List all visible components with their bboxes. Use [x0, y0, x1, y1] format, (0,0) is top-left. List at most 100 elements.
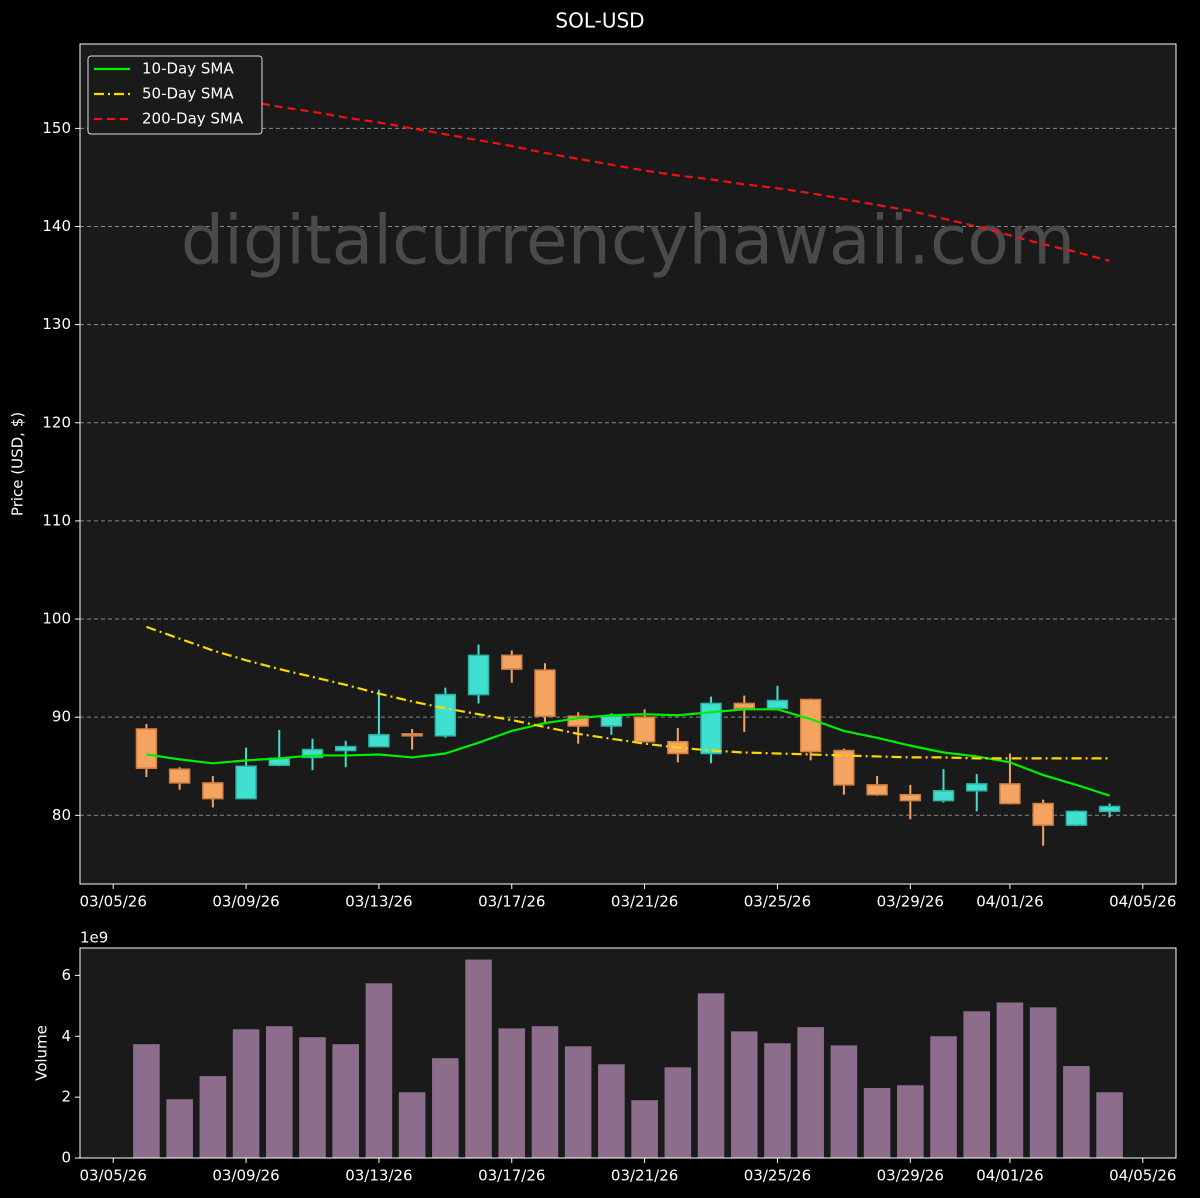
candle-body	[600, 715, 623, 727]
candle-body	[766, 699, 789, 710]
candle-body	[966, 783, 988, 792]
candle-body	[633, 716, 656, 743]
x-tick-label: 04/05/26	[1109, 1167, 1176, 1185]
candle-body	[368, 734, 390, 748]
x-tick-label: 03/29/26	[877, 1167, 944, 1185]
candle-body	[733, 702, 755, 710]
x-tick-label: 03/09/26	[212, 1167, 279, 1185]
volume-bar	[697, 993, 725, 1158]
x-tick-label: 03/05/26	[80, 893, 147, 911]
legend-label: 50-Day SMA	[142, 85, 234, 103]
y-tick-label: 140	[42, 217, 71, 235]
volume-bar	[265, 1026, 293, 1158]
x-tick-label: 03/09/26	[212, 893, 279, 911]
volume-bar	[897, 1085, 924, 1158]
volume-bar	[564, 1046, 592, 1158]
candle-body	[501, 654, 523, 670]
y-tick-label: 150	[42, 119, 71, 137]
x-tick-label: 03/05/26	[80, 1167, 147, 1185]
x-tick-label: 03/25/26	[744, 893, 811, 911]
x-tick-label: 03/29/26	[877, 893, 944, 911]
candle-body	[401, 733, 423, 737]
candle-body	[135, 728, 158, 769]
x-tick-label: 03/17/26	[478, 893, 545, 911]
volume-bar	[764, 1043, 791, 1158]
y-tick-label: 80	[52, 806, 71, 824]
volume-bar	[930, 1036, 957, 1158]
candle-body	[1065, 810, 1088, 826]
y-tick-label: 110	[42, 511, 71, 529]
candle-body	[202, 782, 224, 800]
y-axis-label: Volume	[33, 1025, 51, 1081]
axes-frame	[79, 43, 1177, 885]
volume-bar	[365, 983, 393, 1158]
volume-bar	[730, 1031, 758, 1158]
y-tick-label: 130	[42, 315, 71, 333]
candle-body	[168, 768, 191, 784]
candle-body	[534, 669, 556, 717]
y-tick-label: 2	[61, 1088, 71, 1106]
legend-label: 10-Day SMA	[142, 60, 234, 78]
legend-box	[87, 55, 263, 135]
plot-area	[80, 948, 1176, 1158]
volume-bar	[863, 1088, 891, 1158]
candle-body	[467, 654, 490, 696]
sma-line	[146, 625, 1110, 760]
x-tick-label: 03/17/26	[478, 1167, 545, 1185]
volume-bar	[299, 1037, 326, 1158]
sma-line	[146, 84, 1110, 262]
volume-bar	[1063, 1066, 1090, 1158]
y-tick-label: 90	[52, 708, 71, 726]
y-tick-label: 120	[42, 413, 71, 431]
volume-bar	[598, 1064, 625, 1158]
volume-bar	[531, 1026, 559, 1158]
candle-body	[833, 749, 855, 786]
x-tick-label: 03/13/26	[345, 1167, 412, 1185]
x-tick-label: 03/21/26	[611, 893, 678, 911]
volume-bar	[963, 1011, 991, 1158]
axes-frame	[79, 947, 1177, 1159]
x-tick-label: 03/13/26	[345, 893, 412, 911]
y-offset-label: 1e9	[80, 929, 108, 947]
candle-body	[1032, 802, 1054, 826]
candle-body	[334, 745, 357, 752]
x-tick-label: 04/05/26	[1109, 893, 1176, 911]
x-tick-label: 04/01/26	[976, 893, 1043, 911]
x-tick-label: 03/21/26	[611, 1167, 678, 1185]
candle-body	[866, 784, 888, 796]
x-tick-label: 03/25/26	[744, 1167, 811, 1185]
candle-body	[932, 790, 955, 802]
volume-bar	[332, 1044, 359, 1158]
candle-body	[301, 748, 324, 759]
watermark: digitalcurrencyhawaii.com	[181, 202, 1075, 281]
volume-bar	[797, 1027, 824, 1158]
candle-body	[700, 702, 722, 755]
volume-bar	[1029, 1007, 1057, 1158]
candle-body	[999, 783, 1021, 805]
y-tick-label: 100	[42, 610, 71, 628]
chart-title: SOL-USD	[555, 9, 644, 33]
x-tick-label: 04/01/26	[976, 1167, 1043, 1185]
volume-bar	[398, 1092, 426, 1158]
y-tick-label: 6	[61, 966, 71, 984]
volume-bar	[830, 1045, 858, 1158]
volume-bar	[133, 1044, 160, 1158]
volume-bar	[498, 1028, 526, 1158]
sma-line	[146, 708, 1110, 797]
candle-body	[434, 693, 457, 737]
volume-bar	[166, 1099, 193, 1158]
legend-label: 200-Day SMA	[142, 110, 244, 128]
y-axis-label: Price (USD, $)	[9, 412, 27, 516]
y-tick-label: 0	[61, 1149, 71, 1167]
y-tick-label: 4	[61, 1027, 71, 1045]
volume-bar	[996, 1002, 1024, 1158]
candle-body	[567, 715, 589, 727]
candle-body	[799, 698, 822, 753]
volume-bar	[199, 1076, 227, 1158]
plot-area	[80, 44, 1176, 884]
candle-body	[1098, 805, 1121, 813]
volume-bar	[432, 1058, 459, 1158]
candle-body	[235, 765, 257, 800]
